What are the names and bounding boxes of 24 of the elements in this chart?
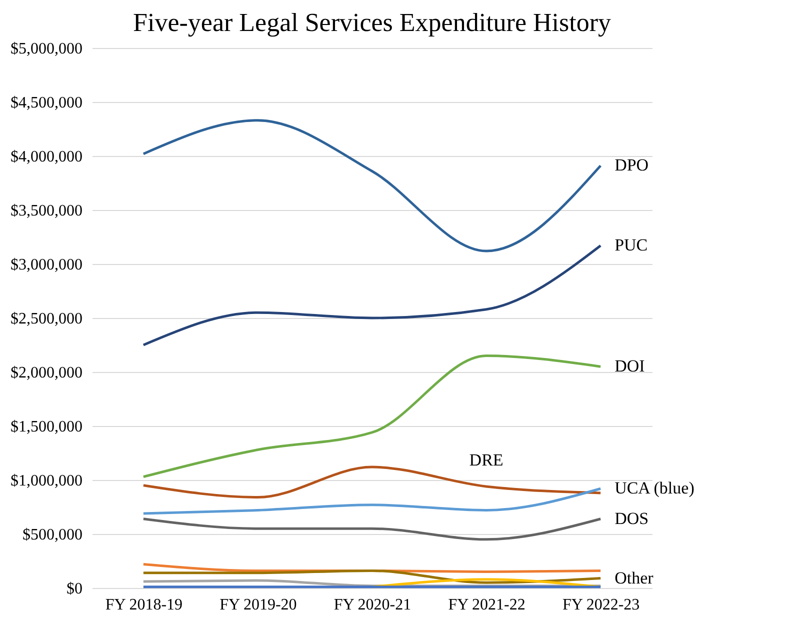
x-tick-label: FY 2021-22 xyxy=(448,596,526,614)
y-tick-label: $4,000,000 xyxy=(10,148,82,166)
y-tick-label: $2,500,000 xyxy=(10,310,82,328)
y-tick-label: $1,000,000 xyxy=(10,472,82,490)
series-label: DOS xyxy=(614,508,649,528)
y-tick-label: $3,000,000 xyxy=(10,256,82,274)
x-tick-label: FY 2020-21 xyxy=(334,596,412,614)
y-tick-label: $5,000,000 xyxy=(10,40,82,58)
series-label: UCA (blue) xyxy=(614,478,694,498)
y-tick-label: $1,500,000 xyxy=(10,418,82,436)
y-tick-label: $4,500,000 xyxy=(10,94,82,112)
x-tick-label: FY 2022-23 xyxy=(562,596,640,614)
series-label: PUC xyxy=(614,236,648,255)
series-label: DOI xyxy=(614,356,646,376)
x-tick-label: FY 2019-20 xyxy=(220,596,297,614)
y-tick-label: $500,000 xyxy=(22,526,82,544)
y-tick-label: $2,000,000 xyxy=(10,364,82,382)
y-tick-label: $0 xyxy=(66,580,82,598)
annotation: Other xyxy=(614,568,654,588)
chart-title: Five-year Legal Services Expenditure History xyxy=(133,8,611,37)
series-label: DPO xyxy=(614,156,649,175)
annotation: DRE xyxy=(469,450,504,470)
y-tick-label: $3,500,000 xyxy=(10,202,82,220)
x-tick-label: FY 2018-19 xyxy=(105,596,183,614)
